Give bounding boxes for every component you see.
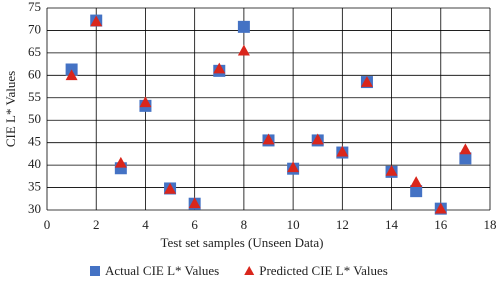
legend-label: Predicted CIE L* Values: [259, 263, 388, 278]
x-tick-label: 14: [385, 217, 399, 232]
triangle-marker: [213, 62, 226, 74]
y-tick-label: 75: [28, 0, 41, 14]
triangle-marker: [114, 156, 127, 168]
y-tick-label: 35: [28, 179, 41, 194]
y-tick-label: 30: [28, 201, 41, 216]
triangle-marker: [360, 76, 373, 87]
triangle-marker: [164, 182, 177, 194]
x-tick-label: 6: [191, 217, 198, 232]
x-tick-label: 0: [44, 217, 51, 232]
triangle-marker: [237, 44, 250, 56]
x-tick-label: 8: [241, 217, 248, 232]
y-tick-label: 50: [28, 111, 41, 126]
triangle-marker: [90, 15, 103, 27]
x-tick-label: 12: [336, 217, 349, 232]
triangle-marker: [311, 133, 324, 145]
y-tick-label: 45: [28, 134, 41, 149]
legend-marker: [90, 266, 100, 276]
triangle-marker: [336, 145, 349, 157]
y-axis-label: CIE L* Values: [3, 71, 18, 147]
y-tick-label: 70: [28, 21, 41, 36]
square-marker: [237, 20, 250, 33]
y-tick-label: 60: [28, 66, 41, 81]
triangle-marker: [287, 161, 300, 173]
triangle-marker: [410, 176, 423, 187]
y-tick-label: 40: [28, 156, 41, 171]
triangle-marker: [459, 143, 472, 155]
x-tick-label: 16: [434, 217, 448, 232]
triangle-marker: [188, 197, 201, 209]
triangle-marker: [262, 133, 275, 145]
square-marker: [410, 185, 423, 198]
x-tick-label: 18: [484, 217, 497, 232]
triangle-marker: [139, 96, 152, 108]
y-tick-label: 65: [28, 44, 41, 59]
square-marker: [459, 152, 472, 165]
x-tick-label: 4: [142, 217, 149, 232]
legend-marker: [244, 266, 255, 275]
triangle-marker: [385, 164, 398, 176]
triangle-marker: [65, 69, 78, 81]
x-tick-label: 10: [287, 217, 300, 232]
x-axis-label: Test set samples (Unseen Data): [161, 235, 324, 250]
x-tick-label: 2: [93, 217, 100, 232]
y-tick-label: 55: [28, 89, 41, 104]
legend-label: Actual CIE L* Values: [105, 263, 219, 278]
triangle-marker: [434, 202, 447, 214]
